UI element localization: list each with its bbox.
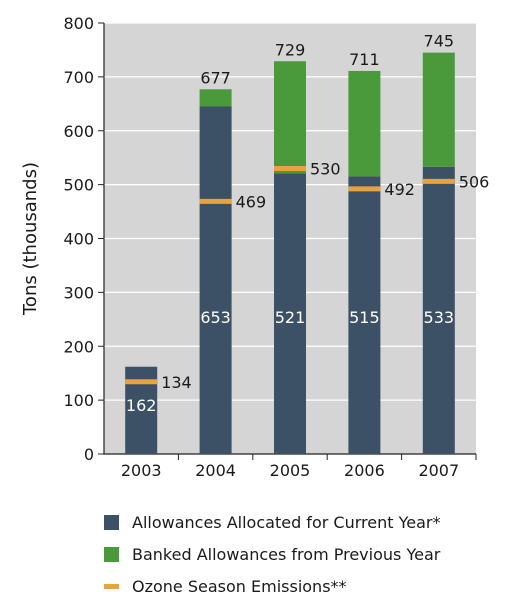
legend-swatch-allocated (104, 514, 119, 530)
bar-banked (348, 70, 381, 177)
y-tick-label: 200 (63, 337, 94, 356)
emission-label: 469 (236, 192, 267, 211)
bar-value-label: 521 (275, 308, 306, 327)
y-tick-label: 700 (63, 68, 94, 87)
total-label: 711 (349, 50, 380, 69)
legend: Allowances Allocated for Current Year* B… (104, 506, 440, 602)
x-tick-label: 2007 (418, 461, 459, 480)
y-tick-label: 800 (63, 14, 94, 33)
bar-allocated (274, 173, 306, 454)
bar-value-label: 653 (200, 308, 231, 327)
legend-item-banked: Banked Allowances from Previous Year (104, 538, 440, 570)
bar-value-label: 533 (424, 308, 455, 327)
legend-swatch-emissions (104, 583, 119, 589)
y-tick-label: 300 (63, 283, 94, 302)
y-tick-label: 0 (84, 445, 94, 464)
legend-label-emissions: Ozone Season Emissions** (132, 576, 347, 596)
bar-allocated (199, 106, 232, 454)
x-tick-label: 2005 (270, 461, 311, 480)
y-tick-label: 100 (63, 391, 94, 410)
legend-label-allocated: Allowances Allocated for Current Year* (132, 512, 441, 532)
total-label: 677 (200, 68, 231, 87)
x-tick-label: 2006 (344, 461, 385, 480)
bar-value-label: 515 (349, 308, 380, 327)
total-label: 745 (424, 32, 455, 51)
bar-allocated (348, 176, 381, 454)
emission-label: 492 (384, 180, 415, 199)
y-axis-title: Tons (thousands) (20, 162, 41, 316)
bar-value-label: 162 (126, 396, 157, 415)
y-tick-label: 500 (63, 176, 94, 195)
emission-label: 134 (161, 373, 192, 392)
y-tick-label: 600 (63, 122, 94, 141)
legend-item-emissions: Ozone Season Emissions** (104, 570, 440, 602)
legend-swatch-banked (104, 546, 119, 562)
total-label: 729 (275, 40, 306, 59)
x-tick-label: 2004 (195, 461, 236, 480)
bar-banked (199, 89, 232, 107)
legend-label-banked: Banked Allowances from Previous Year (132, 544, 441, 564)
x-tick-label: 2003 (121, 461, 162, 480)
bar-allocated (422, 166, 455, 454)
chart-svg: 0 100 200 300 400 500 600 700 800 Tons (thousands… (20, 14, 490, 480)
bar-banked (422, 52, 455, 167)
emission-label: 530 (310, 159, 341, 178)
legend-item-allocated: Allowances Allocated for Current Year* (104, 506, 440, 538)
emission-label: 506 (459, 172, 490, 191)
bar-banked (274, 61, 306, 174)
y-tick-label: 400 (63, 230, 94, 249)
